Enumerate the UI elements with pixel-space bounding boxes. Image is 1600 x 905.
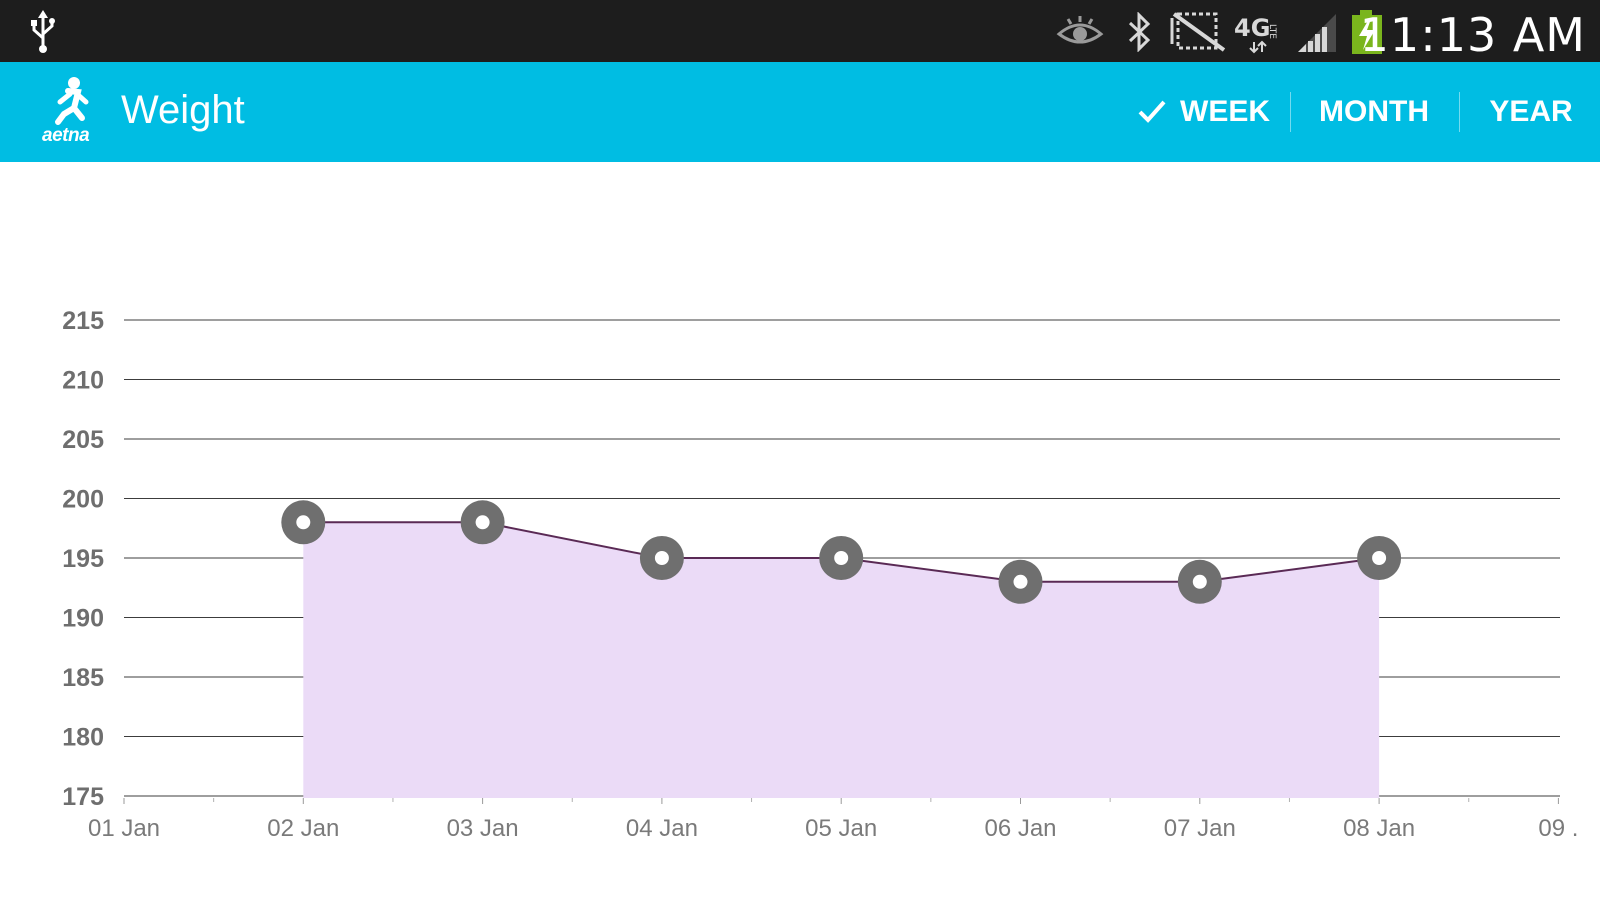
data-point[interactable] (281, 500, 326, 545)
data-point[interactable] (819, 536, 864, 580)
y-tick-label: 195 (62, 545, 104, 573)
tab-week[interactable]: WEEK (1130, 62, 1280, 162)
y-tick-label: 215 (62, 307, 104, 335)
app-action-bar: aetna Weight WEEK MONTH YEAR (0, 62, 1600, 162)
x-tick-label: 05 Jan (805, 815, 877, 842)
usb-icon (26, 10, 60, 59)
x-tick-label: 04 Jan (626, 815, 698, 842)
network-type-label: 4G (1234, 14, 1270, 42)
tab-month[interactable]: MONTH (1292, 62, 1456, 162)
data-point[interactable] (1177, 559, 1222, 604)
tab-week-label: WEEK (1180, 95, 1270, 128)
tab-month-label: MONTH (1319, 95, 1429, 128)
weight-chart-svg: 01 Jan 02 Jan 03 Jan 04 Jan 05 Jan 06 Jan 07 J… (62, 307, 1578, 842)
check-icon (1138, 98, 1166, 131)
x-tick-label: 07 Jan (1164, 815, 1236, 842)
y-tick-label: 205 (62, 426, 104, 454)
page-title: Weight (121, 88, 245, 132)
status-clock: 11:13 AM (1359, 8, 1586, 62)
y-tick-label: 175 (62, 783, 104, 811)
data-point[interactable] (998, 559, 1043, 604)
x-tick-label: 06 Jan (984, 815, 1056, 842)
y-tick-label: 185 (62, 664, 104, 692)
bluetooth-icon (1124, 11, 1154, 57)
status-bar: 4G LTE 11:13 AM (0, 0, 1600, 62)
signal-icon (1296, 12, 1338, 59)
chart-x-axis: 01 Jan 02 Jan 03 Jan 04 Jan 05 Jan 06 Jan 07 J… (88, 798, 1578, 842)
data-point[interactable] (639, 536, 684, 580)
data-point[interactable] (1357, 536, 1402, 580)
4g-lte-icon: 4G LTE (1234, 12, 1290, 59)
tab-divider (1459, 92, 1460, 132)
x-tick-label: 01 Jan (88, 815, 160, 842)
no-sim-icon (1168, 10, 1230, 57)
x-tick-label: 09 . (1538, 815, 1578, 842)
chart-y-axis: 175 180 185 190 195 200 205 210 215 (62, 307, 104, 811)
weight-chart: 01 Jan 02 Jan 03 Jan 04 Jan 05 Jan 06 Jan 07 J… (0, 162, 1600, 900)
svg-text:LTE: LTE (1267, 24, 1277, 39)
y-tick-label: 200 (62, 486, 104, 514)
y-tick-label: 190 (62, 605, 104, 633)
eye-icon (1056, 14, 1104, 55)
x-tick-label: 02 Jan (267, 815, 339, 842)
x-tick-label: 03 Jan (447, 815, 519, 842)
data-point[interactable] (460, 500, 505, 545)
aetna-runner-logo-icon[interactable] (40, 74, 106, 152)
tab-year[interactable]: YEAR (1462, 62, 1600, 162)
series-area (303, 522, 1380, 798)
battery-charging-icon (1350, 8, 1384, 61)
x-tick-label: 08 Jan (1343, 815, 1415, 842)
y-tick-label: 180 (62, 724, 104, 752)
tab-year-label: YEAR (1489, 95, 1573, 128)
y-tick-label: 210 (62, 367, 104, 395)
tab-divider (1290, 92, 1291, 132)
logo-text: aetna (42, 125, 90, 146)
chart-points (281, 500, 1402, 604)
